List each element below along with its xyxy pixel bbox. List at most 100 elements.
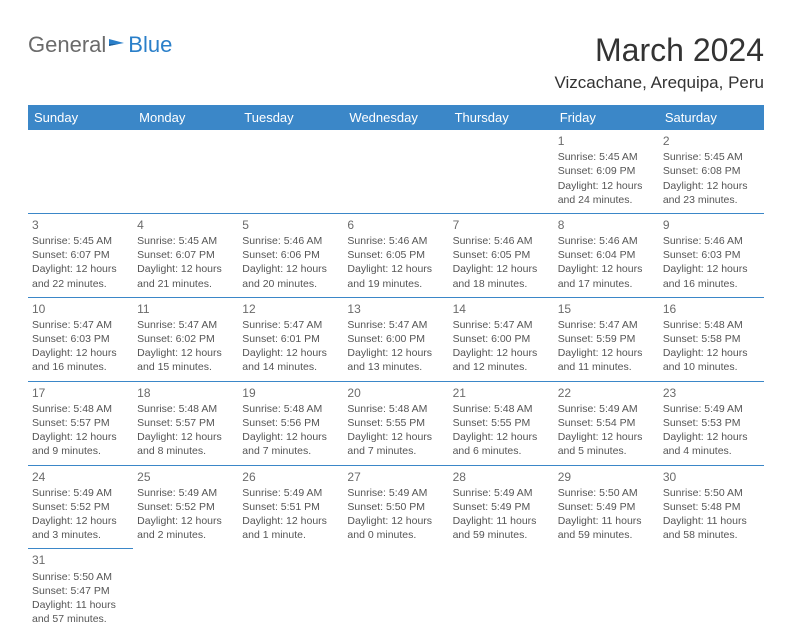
daylight-text: and 16 minutes. <box>663 277 760 291</box>
daylight-text: Daylight: 12 hours <box>347 262 444 276</box>
daylight-text: and 22 minutes. <box>32 277 129 291</box>
calendar-day-cell <box>133 130 238 213</box>
sunset-text: Sunset: 5:56 PM <box>242 416 339 430</box>
day-number: 22 <box>558 385 655 401</box>
calendar-day-cell <box>554 549 659 632</box>
sunset-text: Sunset: 5:54 PM <box>558 416 655 430</box>
title-block: March 2024 Vizcachane, Arequipa, Peru <box>555 32 765 93</box>
daylight-text: and 7 minutes. <box>347 444 444 458</box>
sunrise-text: Sunrise: 5:48 AM <box>137 402 234 416</box>
calendar-day-cell: 6Sunrise: 5:46 AMSunset: 6:05 PMDaylight… <box>343 213 448 297</box>
calendar-day-cell: 13Sunrise: 5:47 AMSunset: 6:00 PMDayligh… <box>343 297 448 381</box>
sunset-text: Sunset: 5:55 PM <box>453 416 550 430</box>
daylight-text: Daylight: 11 hours <box>663 514 760 528</box>
sunrise-text: Sunrise: 5:47 AM <box>242 318 339 332</box>
calendar-body: 1Sunrise: 5:45 AMSunset: 6:09 PMDaylight… <box>28 130 764 632</box>
calendar-day-cell: 18Sunrise: 5:48 AMSunset: 5:57 PMDayligh… <box>133 381 238 465</box>
day-number: 21 <box>453 385 550 401</box>
daylight-text: Daylight: 12 hours <box>32 430 129 444</box>
sunrise-text: Sunrise: 5:49 AM <box>558 402 655 416</box>
logo-flag-icon <box>108 38 126 52</box>
daylight-text: Daylight: 12 hours <box>137 514 234 528</box>
logo: General Blue <box>28 32 172 58</box>
calendar-day-cell: 3Sunrise: 5:45 AMSunset: 6:07 PMDaylight… <box>28 213 133 297</box>
calendar-day-cell <box>343 130 448 213</box>
calendar-day-cell: 26Sunrise: 5:49 AMSunset: 5:51 PMDayligh… <box>238 465 343 549</box>
day-number: 28 <box>453 469 550 485</box>
daylight-text: Daylight: 12 hours <box>137 430 234 444</box>
sunset-text: Sunset: 6:08 PM <box>663 164 760 178</box>
calendar-day-cell: 22Sunrise: 5:49 AMSunset: 5:54 PMDayligh… <box>554 381 659 465</box>
day-number: 20 <box>347 385 444 401</box>
day-number: 2 <box>663 133 760 149</box>
daylight-text: and 59 minutes. <box>453 528 550 542</box>
sunset-text: Sunset: 5:59 PM <box>558 332 655 346</box>
daylight-text: and 13 minutes. <box>347 360 444 374</box>
logo-text-blue: Blue <box>128 32 172 58</box>
sunset-text: Sunset: 5:48 PM <box>663 500 760 514</box>
header: General Blue March 2024 Vizcachane, Areq… <box>28 32 764 93</box>
sunrise-text: Sunrise: 5:46 AM <box>347 234 444 248</box>
daylight-text: and 4 minutes. <box>663 444 760 458</box>
daylight-text: Daylight: 12 hours <box>32 262 129 276</box>
day-number: 25 <box>137 469 234 485</box>
daylight-text: and 18 minutes. <box>453 277 550 291</box>
weekday-header: Friday <box>554 105 659 130</box>
calendar-day-cell: 16Sunrise: 5:48 AMSunset: 5:58 PMDayligh… <box>659 297 764 381</box>
day-number: 13 <box>347 301 444 317</box>
daylight-text: and 17 minutes. <box>558 277 655 291</box>
sunrise-text: Sunrise: 5:49 AM <box>347 486 444 500</box>
day-number: 8 <box>558 217 655 233</box>
daylight-text: and 5 minutes. <box>558 444 655 458</box>
sunset-text: Sunset: 6:05 PM <box>453 248 550 262</box>
sunset-text: Sunset: 6:03 PM <box>32 332 129 346</box>
daylight-text: and 12 minutes. <box>453 360 550 374</box>
daylight-text: and 8 minutes. <box>137 444 234 458</box>
calendar-day-cell <box>343 549 448 632</box>
sunrise-text: Sunrise: 5:46 AM <box>663 234 760 248</box>
sunset-text: Sunset: 5:57 PM <box>137 416 234 430</box>
sunset-text: Sunset: 6:02 PM <box>137 332 234 346</box>
sunset-text: Sunset: 6:00 PM <box>453 332 550 346</box>
daylight-text: Daylight: 12 hours <box>558 262 655 276</box>
sunrise-text: Sunrise: 5:48 AM <box>32 402 129 416</box>
calendar-table: Sunday Monday Tuesday Wednesday Thursday… <box>28 105 764 632</box>
day-number: 29 <box>558 469 655 485</box>
sunset-text: Sunset: 5:53 PM <box>663 416 760 430</box>
daylight-text: Daylight: 12 hours <box>663 179 760 193</box>
sunrise-text: Sunrise: 5:49 AM <box>663 402 760 416</box>
calendar-day-cell <box>238 130 343 213</box>
daylight-text: and 6 minutes. <box>453 444 550 458</box>
sunrise-text: Sunrise: 5:45 AM <box>663 150 760 164</box>
day-number: 27 <box>347 469 444 485</box>
sunrise-text: Sunrise: 5:49 AM <box>32 486 129 500</box>
sunset-text: Sunset: 6:03 PM <box>663 248 760 262</box>
day-number: 3 <box>32 217 129 233</box>
daylight-text: and 59 minutes. <box>558 528 655 542</box>
daylight-text: Daylight: 12 hours <box>558 430 655 444</box>
day-number: 18 <box>137 385 234 401</box>
sunset-text: Sunset: 5:49 PM <box>558 500 655 514</box>
day-number: 15 <box>558 301 655 317</box>
sunrise-text: Sunrise: 5:49 AM <box>242 486 339 500</box>
calendar-day-cell <box>28 130 133 213</box>
daylight-text: and 20 minutes. <box>242 277 339 291</box>
calendar-week-row: 24Sunrise: 5:49 AMSunset: 5:52 PMDayligh… <box>28 465 764 549</box>
day-number: 12 <box>242 301 339 317</box>
daylight-text: Daylight: 11 hours <box>453 514 550 528</box>
calendar-week-row: 3Sunrise: 5:45 AMSunset: 6:07 PMDaylight… <box>28 213 764 297</box>
daylight-text: Daylight: 12 hours <box>558 346 655 360</box>
day-number: 5 <box>242 217 339 233</box>
calendar-day-cell: 19Sunrise: 5:48 AMSunset: 5:56 PMDayligh… <box>238 381 343 465</box>
daylight-text: and 24 minutes. <box>558 193 655 207</box>
sunset-text: Sunset: 6:07 PM <box>137 248 234 262</box>
sunrise-text: Sunrise: 5:50 AM <box>663 486 760 500</box>
day-number: 17 <box>32 385 129 401</box>
daylight-text: and 15 minutes. <box>137 360 234 374</box>
sunrise-text: Sunrise: 5:49 AM <box>137 486 234 500</box>
calendar-day-cell: 2Sunrise: 5:45 AMSunset: 6:08 PMDaylight… <box>659 130 764 213</box>
weekday-header: Wednesday <box>343 105 448 130</box>
sunrise-text: Sunrise: 5:48 AM <box>347 402 444 416</box>
sunrise-text: Sunrise: 5:47 AM <box>137 318 234 332</box>
location: Vizcachane, Arequipa, Peru <box>555 73 765 93</box>
